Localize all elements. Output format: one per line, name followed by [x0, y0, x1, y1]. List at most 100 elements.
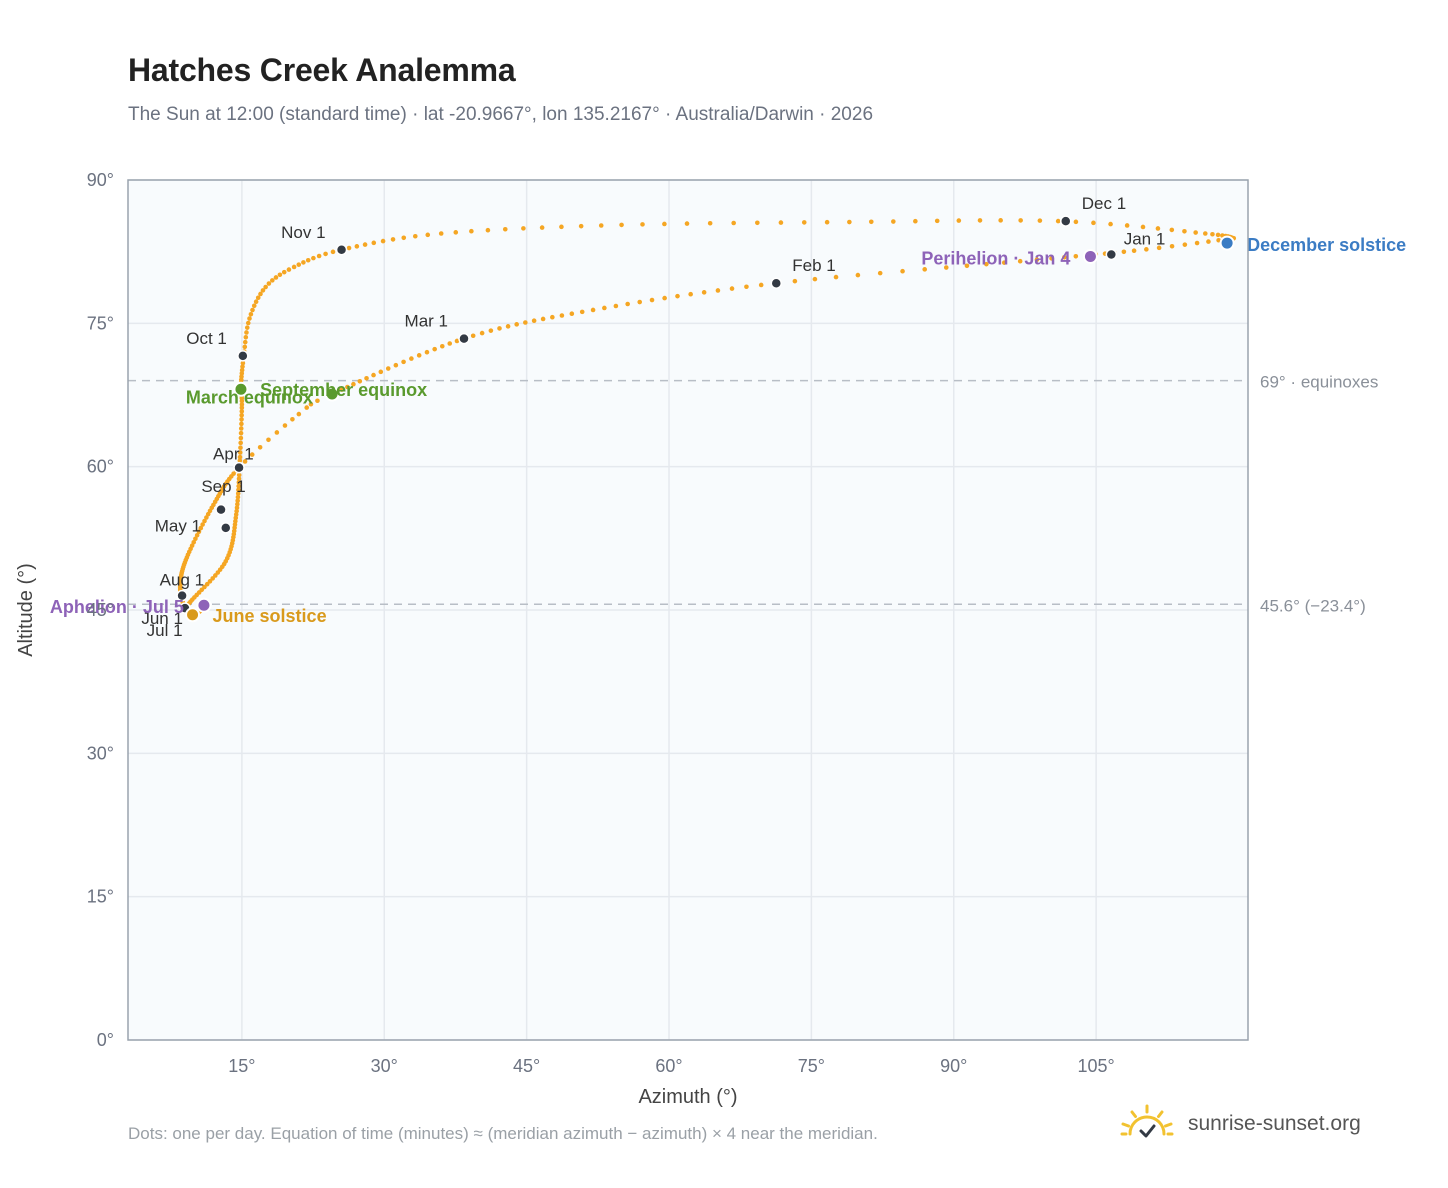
daily-sun-dot: [590, 307, 596, 313]
daily-sun-dot: [238, 435, 244, 441]
daily-sun-dot: [257, 444, 263, 450]
daily-sun-dot: [204, 515, 209, 520]
daily-sun-dot: [497, 326, 502, 331]
daily-sun-dot: [354, 244, 360, 249]
month-marker: [220, 522, 232, 534]
daily-sun-dot: [1215, 232, 1221, 238]
daily-sun-dot: [470, 333, 476, 339]
brand-logo-link[interactable]: sunrise-sunset.org: [1120, 1104, 1361, 1144]
event-label: Aphelion · Jul 5: [50, 597, 184, 617]
daily-sun-dot: [1210, 231, 1215, 237]
daily-sun-dot: [637, 299, 643, 305]
month-marker: [176, 589, 188, 602]
daily-sun-dot: [248, 311, 254, 317]
daily-sun-dot: [250, 307, 255, 313]
daily-sun-dot: [447, 341, 453, 346]
daily-sun-dot: [258, 291, 263, 297]
daily-sun-dot: [238, 430, 244, 436]
daily-sun-dot: [1073, 219, 1079, 225]
daily-sun-dot: [540, 316, 546, 322]
daily-sun-dot: [1124, 223, 1130, 228]
daily-sun-dot: [251, 303, 257, 309]
daily-sun-dot: [239, 417, 244, 422]
daily-sun-dot: [488, 328, 494, 333]
daily-sun-dot: [1169, 227, 1175, 233]
daily-sun-dot: [266, 437, 271, 443]
daily-sun-dot: [922, 267, 928, 272]
daily-sun-dot: [194, 532, 200, 538]
daily-sun-dot: [198, 525, 204, 531]
daily-sun-dot: [308, 401, 314, 407]
daily-sun-dot: [263, 284, 268, 290]
daily-sun-dot: [291, 264, 297, 270]
daily-sun-dot: [255, 295, 261, 301]
daily-sun-dot: [205, 511, 211, 517]
daily-sun-dot: [469, 228, 474, 234]
footnote: Dots: one per day. Equation of time (min…: [128, 1124, 878, 1143]
daily-sun-dot: [1037, 218, 1043, 223]
month-marker: [1060, 215, 1072, 227]
daily-sun-dot: [393, 362, 399, 368]
daily-sun-dot: [943, 265, 949, 270]
reference-line-label: 69° · equinoxes: [1260, 373, 1378, 392]
daily-sun-dot: [238, 445, 243, 450]
daily-sun-dot: [729, 286, 735, 291]
daily-sun-dot: [998, 218, 1003, 223]
daily-sun-dot: [1206, 239, 1211, 244]
daily-sun-dot: [1202, 231, 1208, 236]
daily-sun-dot: [385, 366, 391, 371]
daily-sun-dot: [233, 518, 238, 524]
daily-sun-dot: [238, 426, 244, 431]
daily-sun-dot: [234, 508, 239, 514]
event-marker: [1082, 248, 1098, 264]
x-tick-label: 105°: [1078, 1056, 1115, 1076]
daily-sun-dot: [1140, 224, 1146, 230]
daily-sun-dot: [236, 472, 242, 478]
daily-sun-dot: [239, 412, 244, 418]
daily-sun-dot: [362, 242, 368, 247]
daily-sun-dot: [1055, 218, 1061, 224]
daily-sun-dot: [559, 313, 565, 318]
daily-sun-dot: [454, 338, 460, 344]
daily-sun-dot: [245, 320, 251, 326]
daily-sun-dot: [281, 269, 287, 275]
month-marker: [1105, 248, 1118, 261]
month-label: Jul 1: [147, 621, 183, 640]
daily-sun-dot: [1182, 242, 1188, 247]
daily-sun-dot: [242, 339, 248, 345]
daily-sun-dot: [239, 409, 245, 414]
daily-sun-dot: [521, 226, 526, 231]
month-label: Sep 1: [201, 477, 245, 496]
daily-sun-dot: [1121, 249, 1127, 255]
daily-sun-dot: [758, 282, 764, 288]
daily-sun-dot: [578, 223, 584, 229]
month-marker: [335, 244, 348, 256]
x-tick-label: 60°: [655, 1056, 682, 1076]
axis-ticks: 0° 15° 30° 45° 60° 75° 90° 15° 30° 45° 60° 75° 90° 10…: [87, 170, 1115, 1076]
y-tick-label: 0°: [97, 1030, 114, 1050]
daily-sun-dot: [778, 220, 784, 225]
daily-sun-dot: [900, 268, 905, 274]
daily-sun-dot: [346, 245, 352, 251]
daily-sun-dot: [977, 218, 983, 223]
y-tick-label: 45°: [87, 600, 114, 620]
daily-sun-dot: [1182, 229, 1187, 234]
daily-sun-dot: [234, 505, 240, 511]
month-marker: [233, 461, 245, 474]
daily-sun-dot: [439, 343, 445, 349]
y-tick-label: 30°: [87, 743, 114, 763]
daily-sun-dot: [1034, 257, 1040, 263]
daily-sun-dot: [378, 369, 384, 375]
daily-sun-dot: [1073, 253, 1079, 259]
daily-sun-dot: [412, 233, 418, 239]
daily-sun-dot: [485, 227, 491, 233]
month-label: Feb 1: [792, 256, 835, 275]
daily-sun-dot: [613, 303, 619, 309]
event-label: March equinox: [186, 387, 313, 407]
event-marker: [324, 386, 340, 402]
daily-sun-dot: [239, 371, 245, 376]
daily-sun-dot: [202, 584, 207, 590]
reference-line-label: 45.6° (−23.4°): [1260, 596, 1366, 615]
daily-sun-dot: [357, 379, 363, 384]
